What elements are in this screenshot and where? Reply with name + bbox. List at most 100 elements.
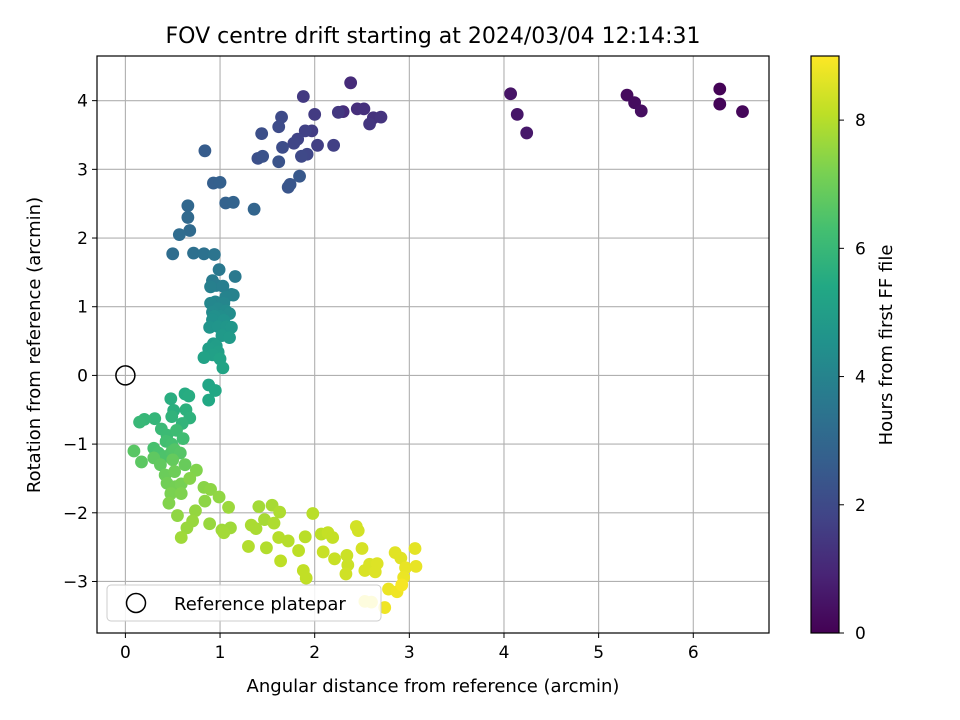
y-tick-label: −3 [63,572,88,592]
data-point [272,155,286,169]
colorbar-label: Hours from first FF file [876,245,897,446]
x-tick-label: 4 [499,643,510,663]
data-point [306,507,320,520]
data-point [181,211,195,224]
axes-frame [96,55,770,634]
data-point [204,483,217,496]
y-axis-label: Rotation from reference (arcmin) [24,197,45,493]
x-tick-label: 2 [309,643,320,663]
data-point [198,144,212,158]
x-tick-label: 3 [404,643,415,663]
legend-marker-open-circle [125,592,147,614]
data-point [520,126,534,140]
data-point [164,392,178,406]
data-point [634,104,648,118]
data-point [281,534,295,548]
data-point [273,505,287,519]
data-point [182,389,196,403]
legend-box [106,584,382,622]
data-point [340,548,354,562]
data-point [216,279,230,293]
data-point [207,248,221,261]
y-tick-label: 3 [77,160,88,180]
data-point [260,541,273,555]
data-point [283,178,297,191]
colorbar-ticks: 0 2 4 6 8 [839,111,866,644]
data-point [299,571,313,585]
data-point [370,557,384,571]
data-point [316,545,330,559]
data-point [174,487,188,500]
y-axis-ticks: −3 −2 −1 0 1 2 3 4 [63,92,97,592]
data-point [256,149,270,163]
data-point [213,175,227,189]
chart-title: FOV centre drift starting at 2024/03/04 … [166,24,701,49]
y-tick-label: −1 [63,435,88,455]
data-point [172,228,186,241]
data-point [355,542,369,555]
data-point [174,531,188,544]
data-point [203,517,217,531]
data-point [189,504,202,518]
data-point [298,124,312,138]
data-point [171,509,184,522]
data-point [296,90,310,103]
data-point [272,120,286,134]
data-point [127,444,141,458]
data-point [216,361,230,375]
data-point [222,500,235,514]
data-point [154,458,167,472]
data-point [331,105,345,119]
data-point [394,551,408,565]
data-point [298,530,312,544]
data-point [187,246,200,260]
data-point [399,561,412,575]
data-point [510,107,524,121]
data-point [165,410,179,424]
data-point [223,331,236,345]
data-point [339,567,353,581]
colorbar-tick-label: 8 [855,111,866,131]
data-point [713,82,727,96]
grid [97,56,769,633]
y-tick-label: 4 [77,92,88,112]
data-point [736,105,749,119]
data-point [162,496,176,510]
data-point [176,432,190,446]
x-axis-ticks: 0 1 2 3 4 5 6 [120,633,699,663]
data-point [274,554,288,568]
data-points [127,76,749,614]
data-point [166,453,180,467]
x-tick-label: 0 [120,643,131,663]
data-point [197,351,211,364]
y-tick-label: −2 [63,504,88,524]
data-point [168,465,182,478]
data-point [217,526,231,540]
data-point [164,487,178,500]
colorbar-tick-label: 0 [855,624,866,644]
data-point [178,458,192,472]
data-point [212,490,226,504]
data-point [308,107,322,121]
data-point [351,524,365,538]
data-point [327,138,341,152]
reference-platepar-marker [115,365,136,386]
data-point [292,544,305,557]
legend: Reference platepar [106,584,382,622]
data-point [204,280,217,294]
legend-entry-label: Reference platepar [174,594,346,615]
data-point [249,522,263,535]
data-point [408,542,422,555]
data-point [148,412,162,426]
colorbar-tick-label: 4 [855,368,866,388]
data-point [275,110,288,124]
data-point [378,601,392,614]
data-point [166,247,180,261]
data-point [212,263,226,277]
data-point [197,247,211,261]
y-tick-label: 2 [77,229,88,249]
x-axis-label: Angular distance from reference (arcmin) [247,676,620,697]
data-point [344,76,358,90]
y-tick-label: 0 [77,366,88,386]
plot-area: 0 1 2 3 4 5 6 −3 −2 −1 0 1 2 3 4 [63,55,770,663]
